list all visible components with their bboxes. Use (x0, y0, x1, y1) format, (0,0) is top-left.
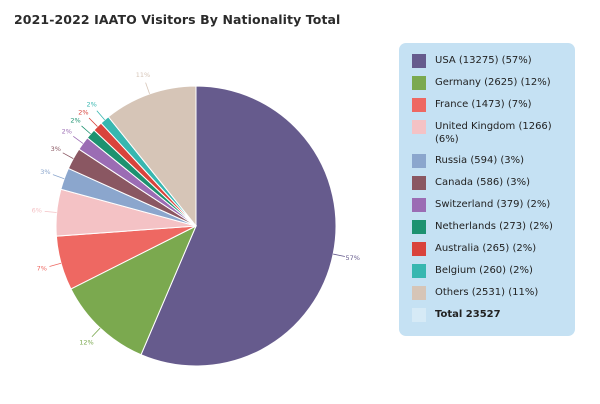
data-label: 7% (37, 265, 47, 273)
legend: USA (13275) (57%) Germany (2625) (12%) Fra… (399, 43, 575, 336)
leader-line (81, 125, 91, 135)
leader-line (88, 117, 98, 127)
legend-item-canada[interactable]: Canada (586) (3%) (412, 176, 565, 190)
legend-item-russia[interactable]: Russia (594) (3%) (412, 154, 565, 168)
legend-swatch (412, 242, 426, 256)
data-label: 2% (62, 128, 72, 136)
data-label: 2% (86, 101, 96, 109)
legend-label: Others (2531) (11%) (435, 287, 539, 298)
legend-swatch (412, 286, 426, 300)
legend-item-australia[interactable]: Australia (265) (2%) (412, 242, 565, 256)
leader-line (333, 253, 345, 257)
legend-swatch (412, 220, 426, 234)
data-label: 3% (40, 168, 50, 176)
leader-line (62, 152, 74, 159)
legend-item-switzerland[interactable]: Switzerland (379) (2%) (412, 198, 565, 212)
data-label: 57% (346, 254, 360, 262)
legend-swatch (412, 54, 426, 68)
legend-item-others[interactable]: Others (2531) (11%) (412, 286, 565, 300)
pie-slice-germany[interactable] (70, 224, 197, 356)
legend-label: United Kingdom (1266) (6%) (435, 121, 552, 145)
data-label: 2% (78, 108, 88, 116)
legend-item-usa[interactable]: USA (13275) (57%) (412, 54, 565, 68)
leader-line (73, 135, 84, 144)
leader-line (49, 262, 62, 267)
legend-label: Germany (2625) (12%) (435, 77, 551, 88)
legend-swatch (412, 308, 426, 322)
legend-item-germany[interactable]: Germany (2625) (12%) (412, 76, 565, 90)
leader-line (52, 174, 65, 180)
legend-item-netherlands[interactable]: Netherlands (273) (2%) (412, 220, 565, 234)
data-label: 11% (136, 71, 150, 79)
legend-label: Netherlands (273) (2%) (435, 221, 553, 232)
legend-item-united-kingdom[interactable]: United Kingdom (1266) (6%) (412, 120, 565, 146)
legend-label: Switzerland (379) (2%) (435, 199, 551, 210)
legend-swatch (412, 176, 426, 190)
legend-label: Australia (265) (2%) (435, 243, 537, 254)
legend-label: Belgium (260) (2%) (435, 265, 533, 276)
leader-line (91, 327, 101, 338)
pie-slice-usa[interactable] (140, 85, 337, 367)
legend-label: Russia (594) (3%) (435, 155, 525, 166)
legend-item-france[interactable]: France (1473) (7%) (412, 98, 565, 112)
legend-swatch (412, 120, 426, 134)
legend-label: Canada (586) (3%) (435, 177, 530, 188)
legend-total: Total 23527 (412, 308, 565, 322)
legend-label: France (1473) (7%) (435, 99, 532, 110)
data-label: 12% (79, 339, 93, 347)
data-label: 2% (70, 117, 80, 125)
data-label: 3% (51, 145, 61, 153)
data-label: 6% (32, 207, 42, 215)
chart-title: 2021-2022 IAATO Visitors By Nationality … (14, 12, 341, 27)
legend-swatch (412, 98, 426, 112)
leader-line (44, 210, 57, 213)
legend-swatch (412, 76, 426, 90)
legend-label: USA (13275) (57%) (435, 55, 532, 66)
legend-total-label: Total 23527 (435, 309, 501, 320)
legend-swatch (412, 198, 426, 212)
leader-line (145, 82, 150, 95)
leader-line (96, 110, 105, 121)
legend-swatch (412, 154, 426, 168)
legend-swatch (412, 264, 426, 278)
legend-item-belgium[interactable]: Belgium (260) (2%) (412, 264, 565, 278)
